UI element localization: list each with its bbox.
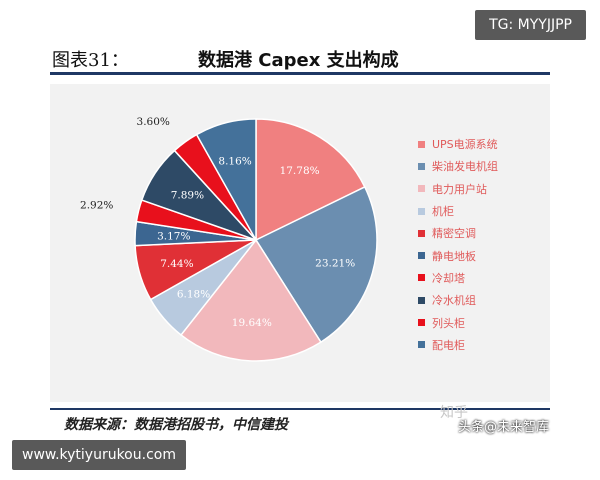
slice-label-9: 3.60% bbox=[137, 116, 170, 128]
legend-swatch-8 bbox=[418, 296, 425, 304]
legend-swatch-7 bbox=[418, 274, 425, 282]
legend-label-6: 静电地板 bbox=[432, 249, 476, 263]
chart-title: 数据港 Capex 支出构成 bbox=[198, 50, 399, 71]
watermark-tag-bottom: www.kytiyurukou.com bbox=[12, 440, 186, 470]
legend-item-4: 机柜 bbox=[418, 200, 548, 222]
legend-label-7: 冷却塔 bbox=[432, 271, 465, 285]
slice-label-4: 6.18% bbox=[177, 289, 210, 301]
slice-label-2: 23.21% bbox=[315, 257, 355, 269]
slice-label-7: 2.92% bbox=[80, 199, 113, 211]
legend-item-7: 冷却塔 bbox=[418, 267, 548, 289]
legend-swatch-4 bbox=[418, 207, 425, 215]
legend-label-5: 精密空调 bbox=[432, 227, 476, 241]
legend-item-1: UPS电源系统 bbox=[418, 133, 548, 155]
legend-item-6: 静电地板 bbox=[418, 244, 548, 266]
slice-label-8: 7.89% bbox=[171, 190, 204, 202]
pie-slice-10 bbox=[195, 118, 257, 243]
watermark-zhihu: 知乎 bbox=[440, 405, 468, 421]
source-bar: 数据来源：数据港招股书，中信建投 bbox=[50, 408, 550, 436]
legend-label-9: 列头柜 bbox=[432, 316, 465, 330]
chart-title-prefix: 图表31： bbox=[52, 50, 129, 71]
legend-swatch-9 bbox=[418, 319, 425, 327]
slice-label-3: 19.64% bbox=[232, 317, 272, 329]
legend-item-9: 列头柜 bbox=[418, 311, 548, 333]
legend-item-5: 精密空调 bbox=[418, 222, 548, 244]
legend-label-10: 配电柜 bbox=[432, 338, 465, 352]
watermark-tag-top: TG: MYYJJPP bbox=[475, 10, 586, 40]
slice-label-1: 17.78% bbox=[280, 165, 320, 177]
slice-label-10: 8.16% bbox=[218, 155, 251, 167]
pie-slice-2 bbox=[254, 185, 378, 344]
legend-swatch-6 bbox=[418, 252, 425, 260]
legend-swatch-2 bbox=[418, 162, 425, 170]
chart-title-bar: 图表31： 数据港 Capex 支出构成 bbox=[50, 44, 550, 75]
legend-label-4: 机柜 bbox=[432, 205, 454, 219]
legend-item-8: 冷水机组 bbox=[418, 289, 548, 311]
chart-legend: UPS电源系统 柴油发电机组 电力用户站机柜精密空调静电地板冷却塔冷水机组列头柜配电… bbox=[418, 133, 548, 356]
legend-swatch-3 bbox=[418, 185, 425, 193]
legend-label-3: 电力用户站 bbox=[432, 182, 487, 196]
slice-label-5: 7.44% bbox=[160, 258, 193, 270]
slice-label-6: 3.17% bbox=[157, 231, 190, 243]
legend-swatch-5 bbox=[418, 229, 425, 237]
legend-label-1: UPS电源系统 bbox=[432, 138, 498, 152]
pie-slice-1 bbox=[255, 118, 366, 242]
legend-item-10: 配电柜 bbox=[418, 334, 548, 356]
legend-label-8: 冷水机组 bbox=[432, 294, 476, 308]
legend-swatch-1 bbox=[418, 140, 425, 148]
pie-slice-3 bbox=[179, 238, 322, 362]
legend-label-2: 柴油发电机组 bbox=[432, 160, 498, 174]
watermark-toutiao: 头条@未来智库 bbox=[458, 420, 550, 435]
legend-item-3: 电力用户站 bbox=[418, 178, 548, 200]
legend-swatch-10 bbox=[418, 341, 425, 349]
legend-item-2: 柴油发电机组 bbox=[418, 155, 548, 177]
chart-source: 数据来源：数据港招股书，中信建投 bbox=[64, 417, 288, 433]
